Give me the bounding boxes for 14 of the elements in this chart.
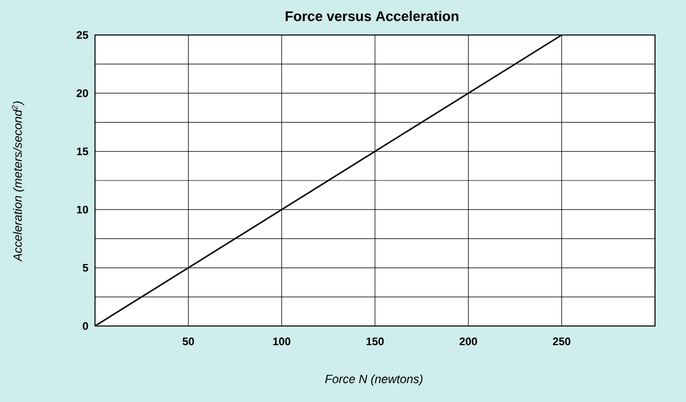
x-tick-label: 50	[182, 338, 194, 346]
x-tick-label: 100	[273, 338, 290, 346]
x-tick-label: 250	[552, 338, 570, 346]
x-axis-title: Force N (newtons)	[325, 374, 422, 386]
chart-title: Force versus Acceleration	[286, 10, 458, 22]
x-tick-label: 150	[366, 338, 384, 346]
y-tick-label: 20	[76, 89, 88, 98]
y-axis-title: Acceleration (meters/second$^{2}$)	[12, 102, 24, 262]
y-tick-label: 0	[82, 322, 88, 330]
y-tick-label: 25	[76, 31, 88, 39]
y-tick-label: 10	[76, 206, 88, 214]
x-tick-label: 200	[460, 338, 478, 346]
y-tick-label: 5	[82, 264, 88, 272]
y-tick-label: 15	[76, 148, 88, 156]
